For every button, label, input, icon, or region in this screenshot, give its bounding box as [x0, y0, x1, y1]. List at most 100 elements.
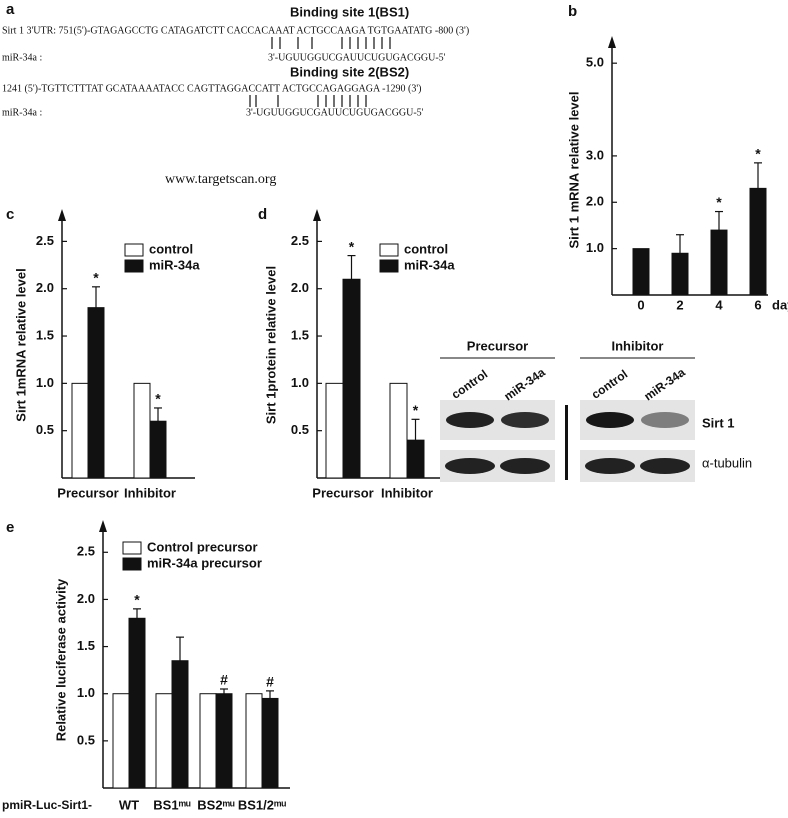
significance-mark: * [155, 391, 161, 407]
source-url: www.targetscan.org [165, 172, 276, 187]
bar [87, 307, 105, 479]
panel-label: a [6, 1, 15, 18]
bar [342, 278, 361, 479]
y-tick-label: 2.5 [36, 233, 54, 248]
significance-mark: * [755, 146, 761, 162]
blot-divider [565, 405, 568, 480]
x-tick-label: Precursor [57, 485, 118, 500]
y-tick-label: 1.0 [291, 375, 309, 390]
panel-label: e [6, 519, 14, 536]
lane-label: miR-34a [501, 365, 548, 403]
x-tick-label: Inhibitor [381, 485, 433, 500]
legend-swatch [379, 243, 399, 257]
bar [155, 693, 173, 789]
y-tick-label: 1.0 [36, 375, 54, 390]
y-tick-label: 0.5 [36, 422, 54, 437]
blot-band [445, 458, 495, 474]
mirna-sequence: 3'-UGUUGGUCGAUUCUGUGACGGU-5' [268, 52, 446, 63]
blot-group: Inhibitor [612, 338, 664, 353]
bar [245, 693, 263, 789]
legend-swatch [124, 243, 144, 257]
panel-label: c [6, 206, 14, 223]
blot-band [585, 458, 635, 474]
lane-label: miR-34a [641, 365, 688, 403]
axis-arrow [608, 36, 616, 48]
y-tick-label: 3.0 [586, 147, 604, 162]
y-tick-label: 1.5 [77, 638, 95, 653]
y-axis-label: Relative luciferase activity [53, 578, 68, 741]
y-tick-label: 5.0 [586, 55, 604, 70]
bar [671, 252, 689, 296]
site-title: Binding site 2(BS2) [290, 64, 409, 79]
y-axis-label: Sirt 1protein relative level [263, 266, 278, 424]
x-tick-label: 2 [676, 297, 683, 312]
bar [215, 693, 233, 789]
axis-arrow [99, 520, 107, 532]
y-tick-label: 1.0 [586, 240, 604, 255]
bar [710, 229, 728, 296]
y-tick-label: 2.0 [586, 194, 604, 209]
y-tick-label: 2.5 [291, 233, 309, 248]
significance-mark: * [716, 194, 722, 210]
y-tick-label: 1.5 [291, 327, 309, 342]
y-tick-label: 1.0 [77, 685, 95, 700]
axis-arrow [313, 209, 321, 221]
blot-band [586, 412, 634, 428]
x-tick-label: BS2ᵐᵘ [197, 797, 235, 812]
y-tick-label: 1.5 [36, 327, 54, 342]
blot-band [641, 412, 689, 428]
x-tick-label: 4 [715, 297, 723, 312]
x-axis-prefix: pmiR-Luc-Sirt1- [2, 798, 92, 812]
y-tick-label: 2.0 [77, 591, 95, 606]
utr-sequence: 1241 (5')-TGTTCTTTAT GCATAAAATACC CAGTTA… [2, 83, 421, 94]
x-tick-label: BS1/2ᵐᵘ [238, 797, 286, 812]
legend-label: miR-34a precursor [147, 555, 262, 570]
y-axis-label: Sirt 1 mRNA relative level [566, 91, 581, 248]
axis-arrow [58, 209, 66, 221]
bar [128, 617, 146, 789]
x-axis-label: days [772, 297, 788, 312]
x-tick-label: Inhibitor [124, 485, 176, 500]
significance-mark: # [266, 674, 274, 690]
mirna-sequence: 3'-UGUUGGUCGAUUCUGUGACGGU-5' [246, 107, 424, 118]
y-axis-label: Sirt 1mRNA relative level [13, 268, 28, 421]
x-tick-label: BS1ᵐᵘ [153, 797, 191, 812]
legend-label: miR-34a [404, 257, 455, 272]
y-tick-label: 2.5 [77, 544, 95, 559]
lane-label: control [589, 367, 630, 402]
site-title: Binding site 1(BS1) [290, 4, 409, 19]
blot-row: α-tubulin [702, 455, 752, 470]
blot-band [500, 458, 550, 474]
lane-label: control [449, 367, 490, 402]
x-tick-label: Precursor [312, 485, 373, 500]
y-tick-label: 2.0 [291, 280, 309, 295]
y-tick-label: 0.5 [77, 732, 95, 747]
significance-mark: * [93, 270, 99, 286]
blot-band [640, 458, 690, 474]
pairing-lines [249, 95, 367, 107]
bar [149, 420, 167, 479]
significance-mark: # [220, 672, 228, 688]
blot-group: Precursor [467, 338, 528, 353]
panel-label: b [568, 3, 577, 20]
legend-swatch [379, 259, 399, 273]
panel-label: d [258, 206, 267, 223]
legend-label: control [404, 241, 448, 256]
bar [171, 660, 189, 789]
legend-swatch [122, 541, 142, 555]
bar [71, 382, 89, 479]
legend-label: Control precursor [147, 539, 258, 554]
bar [261, 697, 279, 789]
bar [749, 187, 767, 296]
bar [325, 382, 344, 479]
bar [112, 693, 130, 789]
y-tick-label: 0.5 [291, 422, 309, 437]
bar [632, 248, 650, 296]
bar [133, 382, 151, 479]
mirna-name: miR-34a : [2, 107, 42, 118]
blot-band [501, 412, 549, 428]
bar [406, 439, 425, 479]
legend-label: control [149, 241, 193, 256]
bar [199, 693, 217, 789]
